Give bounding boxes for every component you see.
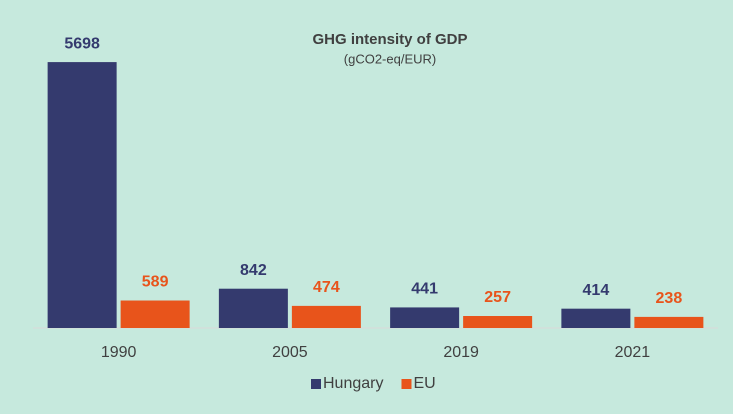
- bar: [291, 305, 361, 328]
- value-label: 5698: [64, 35, 100, 52]
- bar: [120, 300, 190, 328]
- legend-label: EU: [413, 375, 435, 392]
- value-label: 441: [411, 281, 438, 298]
- legend-swatch: [401, 379, 412, 389]
- value-label: 238: [656, 290, 683, 307]
- value-label: 414: [583, 282, 610, 299]
- value-label: 842: [240, 262, 267, 279]
- x-tick-label: 1990: [101, 344, 137, 361]
- value-label: 589: [142, 274, 169, 291]
- bar: [463, 316, 533, 328]
- bar: [634, 316, 704, 328]
- legend-swatch: [311, 379, 321, 389]
- x-tick-label: 2021: [615, 344, 651, 361]
- x-tick-label: 2005: [272, 344, 308, 361]
- value-label: 474: [313, 279, 340, 296]
- x-tick-label: 2019: [443, 344, 479, 361]
- value-label: 257: [484, 289, 511, 306]
- chart-title: GHG intensity of GDP: [312, 31, 467, 48]
- bar: [218, 288, 288, 328]
- bar: [47, 62, 117, 329]
- bar: [561, 308, 631, 328]
- chart-subtitle: (gCO2-eq/EUR): [344, 51, 436, 66]
- bar: [390, 307, 460, 328]
- legend-label: Hungary: [323, 375, 383, 392]
